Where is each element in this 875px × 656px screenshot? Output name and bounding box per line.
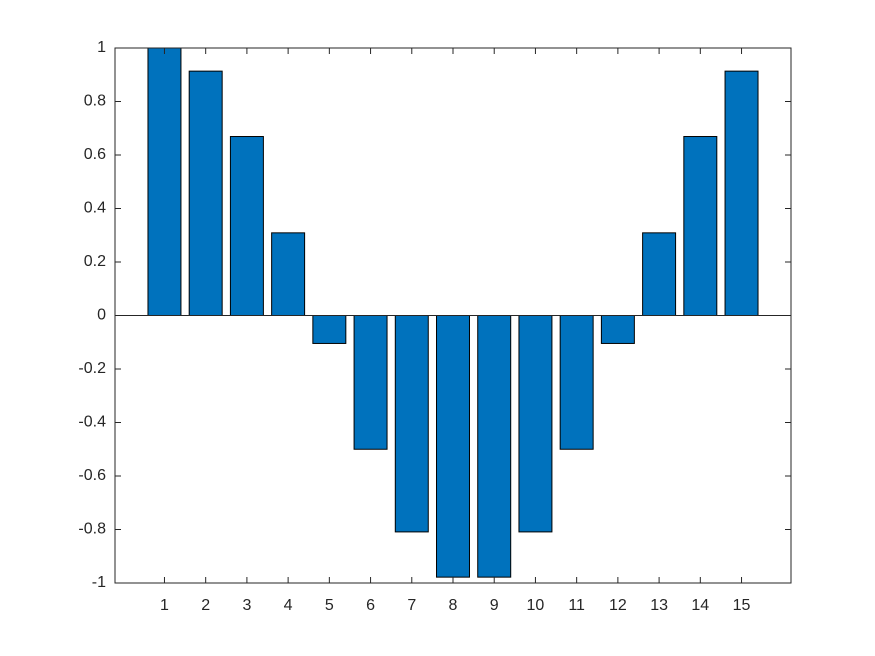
x-tick-label: 8 [449,597,458,614]
x-tick-label: 5 [325,597,334,614]
y-tick-label: 0.4 [84,200,106,217]
bar [353,315,388,450]
bar [559,315,594,450]
bar [312,315,347,344]
bar [394,315,429,533]
x-tick-label: 1 [160,597,169,614]
x-tick-label: 9 [490,597,499,614]
x-tick-label: 2 [201,597,210,614]
bar [642,232,677,316]
x-tick-label: 3 [242,597,251,614]
x-tick-label: 10 [527,597,545,614]
x-tick-label: 14 [691,597,709,614]
y-tick-label: 0.6 [84,146,106,163]
y-tick-label: 0 [97,307,106,324]
y-tick-label: -1 [92,574,106,591]
bar [147,47,182,316]
x-tick-label: 6 [366,597,375,614]
bar [683,136,718,316]
y-tick-label: 0.2 [84,253,106,270]
bar [724,70,759,316]
x-tick-label: 13 [650,597,668,614]
bar [600,315,635,344]
x-tick-label: 7 [407,597,416,614]
y-tick-label: -0.6 [78,467,106,484]
y-tick-label: -0.4 [78,414,106,431]
bar [436,315,470,578]
x-tick-label: 12 [609,597,627,614]
y-tick-label: 1 [97,39,106,56]
y-tick-label: 0.8 [84,93,106,110]
y-tick-label: -0.2 [78,360,106,377]
bar [229,136,264,316]
x-tick-label: 15 [733,597,751,614]
x-tick-label: 11 [568,597,585,614]
bar [271,232,306,316]
bar [477,315,512,578]
x-tick-label: 4 [284,597,293,614]
y-tick-label: -0.8 [78,521,106,538]
bar [518,315,553,533]
bar [188,70,223,316]
